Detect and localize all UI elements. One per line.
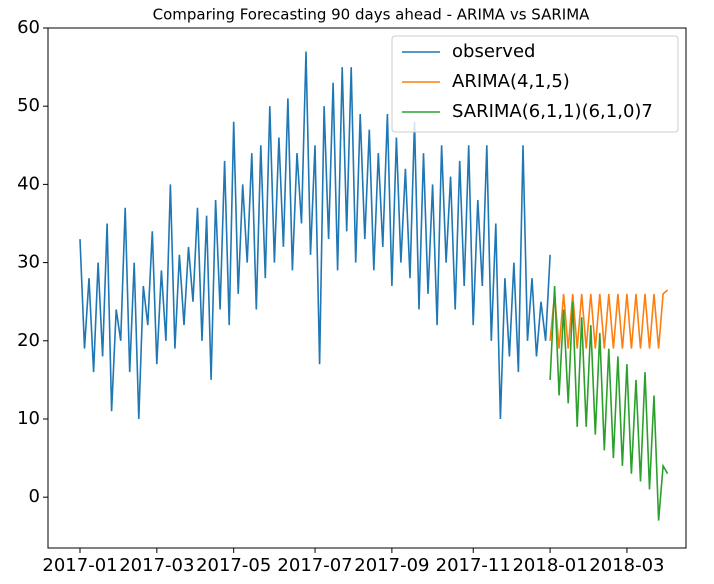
- x-tick-label: 2017-01: [42, 555, 117, 576]
- x-tick-label: 2018-03: [589, 555, 664, 576]
- y-tick-label: 40: [17, 173, 40, 194]
- legend-label: ARIMA(4,1,5): [452, 71, 570, 92]
- x-tick-label: 2017-03: [119, 555, 194, 576]
- series-line: [549, 285, 669, 521]
- legend-label: SARIMA(6,1,1)(6,1,0)7: [452, 101, 653, 122]
- x-tick-label: 2018-01: [512, 555, 587, 576]
- series-line: [79, 51, 551, 420]
- chart-title: Comparing Forecasting 90 days ahead - AR…: [153, 6, 591, 24]
- y-tick-label: 50: [17, 95, 40, 116]
- y-tick-label: 10: [17, 408, 40, 429]
- y-tick-label: 0: [29, 486, 40, 507]
- legend-box: [391, 35, 679, 133]
- plot-frame: [47, 27, 687, 549]
- x-tick-label: 2017-07: [277, 555, 352, 576]
- x-tick-label: 2017-09: [354, 555, 429, 576]
- x-tick-label: 2017-05: [196, 555, 271, 576]
- legend-label: observed: [452, 41, 535, 62]
- y-tick-label: 20: [17, 330, 40, 351]
- y-tick-label: 30: [17, 252, 40, 273]
- x-tick-label: 2017-11: [436, 555, 511, 576]
- series-line: [549, 289, 669, 349]
- y-tick-label: 60: [17, 17, 40, 38]
